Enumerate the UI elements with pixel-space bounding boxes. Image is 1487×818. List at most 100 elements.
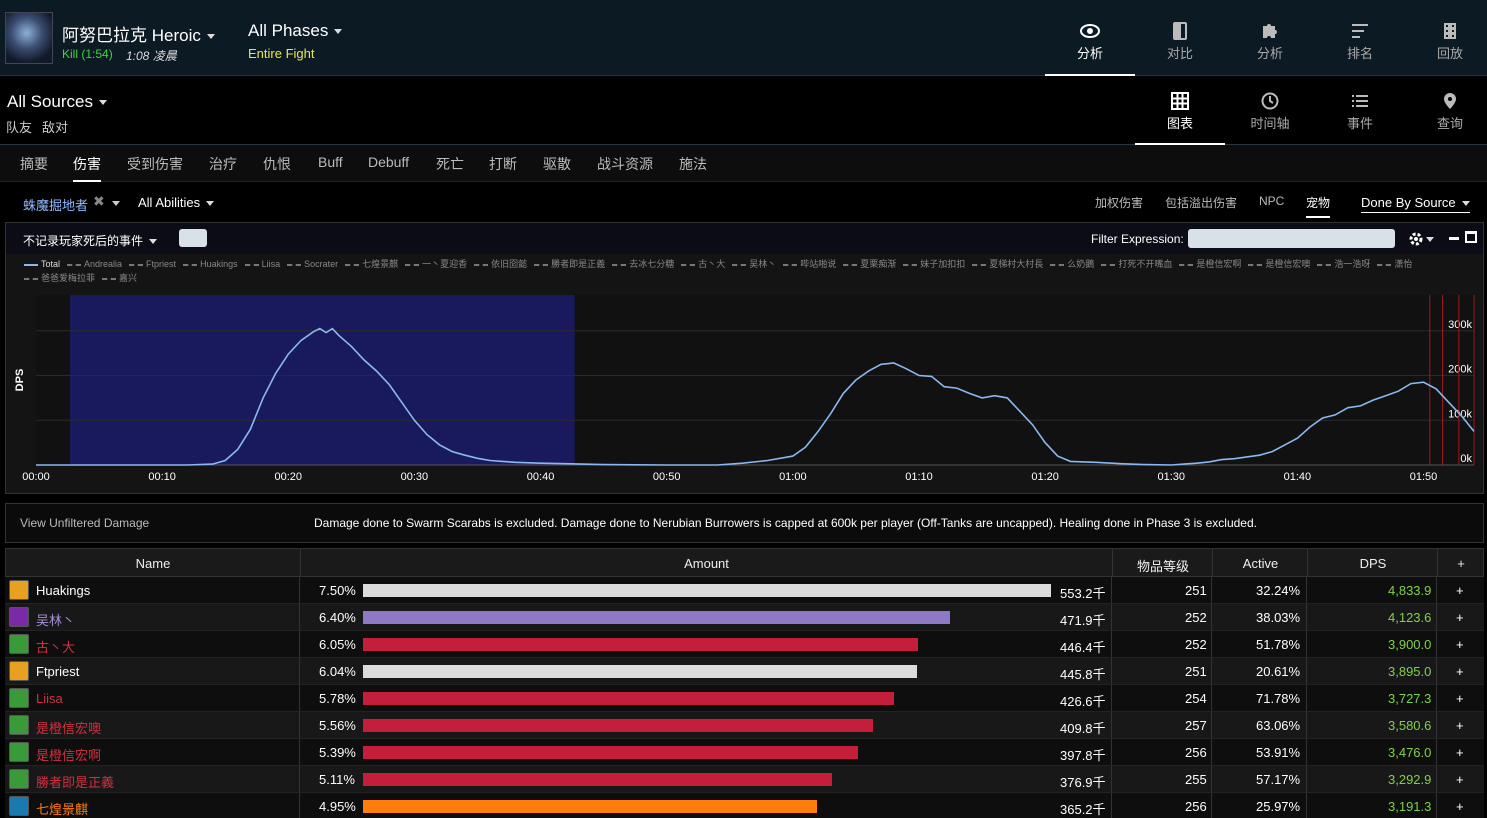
player-name[interactable]: Liisa bbox=[36, 691, 63, 706]
done-by-selector[interactable]: Done By Source bbox=[1361, 195, 1470, 213]
phase-selector[interactable]: All Phases bbox=[248, 21, 343, 41]
table-row[interactable]: Liisa 5.78% 426.6千 254 71.78% 3,727.3 + bbox=[5, 685, 1484, 712]
legend-item[interactable]: Huakings bbox=[183, 257, 238, 271]
view-events[interactable]: 事件 bbox=[1315, 76, 1405, 145]
legend-item[interactable]: 依旧囵懿 bbox=[474, 257, 527, 271]
expand-button[interactable]: + bbox=[1456, 772, 1464, 787]
view-timeline[interactable]: 时间轴 bbox=[1225, 76, 1315, 145]
expand-button[interactable]: + bbox=[1456, 691, 1464, 706]
tab-casts[interactable]: 施法 bbox=[679, 156, 707, 172]
legend-item[interactable]: Liisa bbox=[244, 257, 280, 271]
legend-item[interactable]: 古丶大 bbox=[681, 257, 725, 271]
table-row[interactable]: Ftpriest 6.04% 445.8千 251 20.61% 3,895.0 + bbox=[5, 658, 1484, 685]
player-name[interactable]: Huakings bbox=[36, 583, 91, 598]
legend-item[interactable]: 妹子加扣扣 bbox=[903, 257, 965, 271]
tab-damage-taken[interactable]: 受到伤害 bbox=[127, 156, 183, 172]
table-row[interactable]: 是橙信宏啊 5.39% 397.8千 256 53.91% 3,476.0 + bbox=[5, 739, 1484, 766]
legend-item[interactable]: 浩一浩呀 bbox=[1317, 257, 1370, 271]
abilities-selector[interactable]: All Abilities bbox=[138, 195, 215, 210]
player-name[interactable]: Ftpriest bbox=[36, 664, 80, 679]
col-amount[interactable]: Amount bbox=[684, 556, 729, 571]
legend-item[interactable]: 哔站啪说 bbox=[783, 257, 836, 271]
player-name[interactable]: 七煌景麒 bbox=[36, 802, 89, 817]
topnav-replay[interactable]: 回放 bbox=[1405, 0, 1487, 76]
legend-item[interactable]: 夏栗痴渐 bbox=[843, 257, 896, 271]
legend-item[interactable]: 是橙信宏啊 bbox=[1179, 257, 1241, 271]
source-selector[interactable]: All Sources bbox=[7, 92, 107, 112]
topnav-analysis[interactable]: 分析 bbox=[1045, 0, 1135, 76]
topnav-analyzer[interactable]: 分析 bbox=[1225, 0, 1315, 76]
player-name[interactable]: 是橙信宏啊 bbox=[36, 748, 102, 763]
player-name[interactable]: 古丶大 bbox=[36, 640, 76, 655]
boss-portrait[interactable] bbox=[5, 12, 53, 64]
tab-deaths[interactable]: 死亡 bbox=[436, 156, 464, 172]
expand-button[interactable]: + bbox=[1456, 583, 1464, 598]
legend-item[interactable]: 七煌景麒 bbox=[345, 257, 398, 271]
maximize-icon[interactable] bbox=[1465, 231, 1477, 243]
view-unfiltered-link[interactable]: View Unfiltered Damage bbox=[20, 516, 150, 530]
col-dps[interactable]: DPS bbox=[1359, 556, 1387, 571]
death-cutoff-selector[interactable]: 不记录玩家死后的事件 bbox=[23, 232, 158, 249]
legend-item[interactable]: 爸爸爱梅拉菲 bbox=[24, 271, 95, 285]
legend-item[interactable]: 嘉兴 bbox=[102, 271, 137, 285]
legend-item[interactable]: 勝者即是正義 bbox=[534, 257, 605, 271]
tab-healing[interactable]: 治疗 bbox=[209, 156, 237, 172]
source-link-friendly[interactable]: 队友 bbox=[6, 120, 33, 135]
target-filter[interactable]: 蛛魔掘地者 bbox=[23, 198, 89, 213]
player-name[interactable]: 勝者即是正義 bbox=[36, 775, 115, 790]
expand-button[interactable]: + bbox=[1456, 718, 1464, 733]
tab-debuffs[interactable]: Debuff bbox=[368, 154, 409, 170]
legend-item[interactable]: 吴林丶 bbox=[732, 257, 776, 271]
legend-item[interactable]: 潇怡 bbox=[1377, 257, 1412, 271]
table-row[interactable]: 是橙信宏噢 5.56% 409.8千 257 63.06% 3,580.6 + bbox=[5, 712, 1484, 739]
tab-damage[interactable]: 伤害 bbox=[73, 154, 101, 182]
legend-item[interactable]: 么奶鵝 bbox=[1050, 257, 1094, 271]
filter-expression-input[interactable] bbox=[1188, 229, 1395, 248]
color-swatch[interactable] bbox=[179, 229, 207, 247]
option-npc[interactable]: NPC bbox=[1259, 194, 1285, 208]
player-name[interactable]: 是橙信宏噢 bbox=[36, 721, 102, 736]
legend-item[interactable]: 去冰七分糖 bbox=[612, 257, 674, 271]
legend-item[interactable]: 是橙信宏噢 bbox=[1248, 257, 1310, 271]
legend-item[interactable]: Total bbox=[24, 257, 60, 271]
col-name[interactable]: Name bbox=[135, 556, 171, 571]
tab-resources[interactable]: 战斗资源 bbox=[597, 156, 653, 172]
expand-button[interactable]: + bbox=[1456, 799, 1464, 814]
time-selection[interactable] bbox=[70, 295, 575, 465]
legend-item[interactable]: 一丶夏迎香 bbox=[405, 257, 467, 271]
topnav-compare[interactable]: 对比 bbox=[1135, 0, 1225, 76]
chevron-down-icon[interactable] bbox=[1426, 237, 1434, 242]
expand-button[interactable]: + bbox=[1456, 664, 1464, 679]
legend-item[interactable]: Socrater bbox=[287, 257, 338, 271]
topnav-rankings[interactable]: 排名 bbox=[1315, 0, 1405, 76]
tab-dispels[interactable]: 驱散 bbox=[543, 156, 571, 172]
expand-button[interactable]: + bbox=[1456, 610, 1464, 625]
legend-item[interactable]: 打死不开嘴血 bbox=[1101, 257, 1172, 271]
table-row[interactable]: Huakings 7.50% 553.2千 251 32.24% 4,833.9 + bbox=[5, 577, 1484, 604]
table-row[interactable]: 吴林丶 6.40% 471.9千 252 38.03% 4,123.6 + bbox=[5, 604, 1484, 631]
boss-selector[interactable]: 阿努巴拉克 Heroic bbox=[62, 21, 215, 46]
table-row[interactable]: 勝者即是正義 5.11% 376.9千 255 57.17% 3,292.9 + bbox=[5, 766, 1484, 793]
tab-buffs[interactable]: Buff bbox=[318, 154, 343, 170]
view-query[interactable]: 查询 bbox=[1405, 76, 1487, 145]
table-row[interactable]: 七煌景麒 4.95% 365.2千 256 25.97% 3,191.3 + bbox=[5, 793, 1484, 818]
legend-item[interactable]: Andrealia bbox=[67, 257, 122, 271]
tab-interrupts[interactable]: 打断 bbox=[489, 156, 517, 172]
source-link-enemy[interactable]: 敌对 bbox=[42, 120, 69, 135]
option-weighted-damage[interactable]: 加权伤害 bbox=[1095, 196, 1144, 210]
option-include-overkill[interactable]: 包括溢出伤害 bbox=[1165, 196, 1238, 210]
col-add[interactable]: + bbox=[1457, 556, 1465, 571]
tab-summary[interactable]: 摘要 bbox=[20, 156, 48, 172]
series-line-total[interactable] bbox=[36, 327, 1475, 466]
close-icon[interactable]: ✖ bbox=[93, 193, 105, 209]
chevron-down-icon[interactable] bbox=[112, 201, 120, 206]
legend-item[interactable]: Ftpriest bbox=[129, 257, 176, 271]
expand-button[interactable]: + bbox=[1456, 745, 1464, 760]
expand-button[interactable]: + bbox=[1456, 637, 1464, 652]
gear-icon[interactable] bbox=[1408, 231, 1424, 247]
view-chart[interactable]: 图表 bbox=[1135, 76, 1225, 145]
col-active[interactable]: Active bbox=[1242, 556, 1279, 571]
col-item-level[interactable]: 物品等级 bbox=[1136, 559, 1189, 574]
option-pets[interactable]: 宠物 bbox=[1306, 194, 1331, 218]
